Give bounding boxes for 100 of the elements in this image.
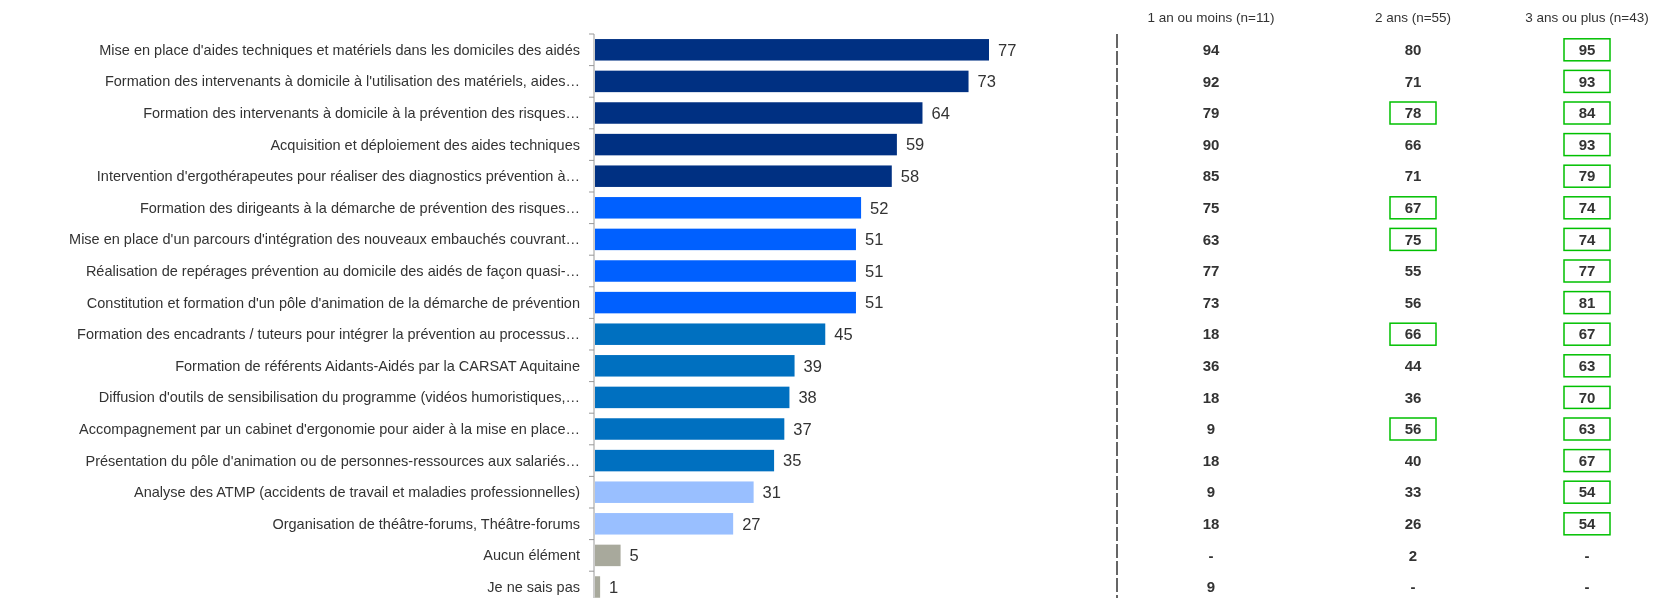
text: 75: [1202, 199, 1220, 217]
bar: [595, 228, 856, 251]
data-label: 5: [629, 546, 639, 565]
data-label: 27: [742, 514, 761, 533]
text: 9: [1206, 483, 1216, 501]
text: 77: [1202, 262, 1220, 280]
y-tick-label: Mise en place d'un parcours d'intégration des nouveaux embauchés couvrant…: [69, 231, 580, 248]
data-label: 52: [870, 198, 889, 217]
bar: [595, 386, 790, 409]
text: 55: [1404, 262, 1422, 280]
text: 44: [1404, 357, 1422, 375]
text: 95: [1578, 41, 1596, 59]
text: 71: [1404, 167, 1422, 185]
bar: [595, 39, 989, 61]
text: 93: [1578, 135, 1596, 153]
category-label: 2 ans (n=55): [1374, 10, 1452, 25]
data-label: 45: [834, 324, 853, 343]
data-label: 64: [931, 103, 950, 122]
text: 92: [1202, 72, 1220, 90]
text: 66: [1404, 135, 1422, 153]
text: 70: [1578, 388, 1596, 406]
text: 36: [1404, 388, 1422, 406]
text: 18: [1202, 325, 1220, 343]
bar: [595, 291, 856, 314]
y-tick-label: Diffusion d'outils de sensibilisation du programme (vidéos humoristiques,…: [98, 389, 580, 406]
y-tick-label: Présentation du pôle d'animation ou de personnes-ressources aux salariés…: [85, 452, 580, 469]
y-tick-label: Formation des dirigeants à la démarche de prévention des risques…: [139, 199, 580, 216]
text: 85: [1202, 167, 1220, 185]
bar: [595, 102, 923, 124]
text: 26: [1404, 515, 1422, 533]
text: 63: [1578, 357, 1596, 375]
data-label: 77: [998, 40, 1017, 59]
text: 54: [1578, 515, 1596, 533]
bar: [595, 576, 601, 598]
y-tick-label: Mise en place d'aides techniques et matériels dans les domiciles des aidés: [99, 41, 580, 58]
text: 80: [1404, 41, 1422, 59]
text: 18: [1202, 515, 1220, 533]
text: 36: [1202, 357, 1220, 375]
text: 93: [1578, 72, 1596, 90]
bar: [595, 544, 621, 567]
data-label: 51: [864, 293, 884, 312]
y-tick-label: Acquisition et déploiement des aides techniques: [270, 136, 580, 153]
y-tick-label: Formation des intervenants à domicile à l'utilisation des matériels, aides…: [104, 73, 580, 90]
bar: [595, 165, 892, 187]
text: 67: [1578, 325, 1596, 343]
text: 18: [1202, 451, 1220, 469]
bar: [595, 355, 795, 377]
y-tick-label: Intervention d'ergothérapeutes pour réaliser des diagnostics prévention à…: [96, 168, 580, 185]
text: -: [1584, 578, 1590, 596]
text: 63: [1202, 230, 1220, 248]
data-label: 31: [762, 482, 781, 501]
text: 74: [1578, 199, 1596, 217]
text: -: [1410, 578, 1416, 596]
y-tick-label: Constitution et formation d'un pôle d'animation de la démarche de prévention: [86, 294, 580, 311]
y-tick-label: Aucun élément: [483, 547, 580, 564]
bar: [595, 513, 734, 535]
text: 54: [1578, 483, 1596, 501]
category-label: 3 ans ou plus (n=43): [1525, 10, 1649, 25]
text: 75: [1404, 230, 1422, 248]
text: 81: [1578, 293, 1596, 311]
text: 40: [1404, 451, 1422, 469]
data-label: 51: [864, 230, 884, 249]
bar: [595, 418, 785, 440]
data-label: 37: [793, 419, 812, 438]
text: 90: [1202, 135, 1220, 153]
text: 74: [1578, 230, 1596, 248]
text: 79: [1202, 104, 1220, 122]
text: 56: [1404, 420, 1422, 438]
data-label: 35: [783, 451, 802, 470]
text: 79: [1578, 167, 1596, 185]
y-tick-label: Accompagnement par un cabinet d'ergonomie pour aider à la mise en place…: [79, 421, 580, 438]
text: 33: [1404, 483, 1422, 501]
bar: [595, 481, 754, 503]
data-label: 73: [977, 72, 996, 91]
bar: [595, 197, 862, 219]
y-tick-label: Je ne sais pas: [487, 579, 580, 596]
text: 67: [1578, 451, 1596, 469]
text: 2: [1408, 546, 1418, 564]
text: 84: [1578, 104, 1596, 122]
text: -: [1584, 546, 1590, 564]
text: 78: [1404, 104, 1422, 122]
y-tick-label: Réalisation de repérages prévention au domicile des aidés de façon quasi-…: [85, 263, 580, 280]
y-tick-label: Analyse des ATMP (accidents de travail et maladies professionnelles): [134, 484, 580, 501]
bar: [595, 449, 775, 472]
text: 94: [1202, 41, 1220, 59]
bar: [595, 323, 826, 345]
text: 63: [1578, 420, 1596, 438]
text: 71: [1404, 72, 1422, 90]
bar: [595, 260, 856, 282]
text: 73: [1202, 293, 1220, 311]
y-tick-label: Organisation de théâtre-forums, Théâtre-forums: [272, 515, 580, 532]
text: 67: [1404, 199, 1422, 217]
y-tick-label: Formation de référents Aidants-Aidés par la CARSAT Aquitaine: [175, 357, 580, 374]
text: 66: [1404, 325, 1422, 343]
text: 56: [1404, 293, 1422, 311]
text: 18: [1202, 388, 1220, 406]
data-label: 38: [798, 388, 817, 407]
text: 9: [1206, 578, 1216, 596]
data-label: 51: [864, 261, 884, 280]
data-label: 1: [609, 577, 619, 596]
